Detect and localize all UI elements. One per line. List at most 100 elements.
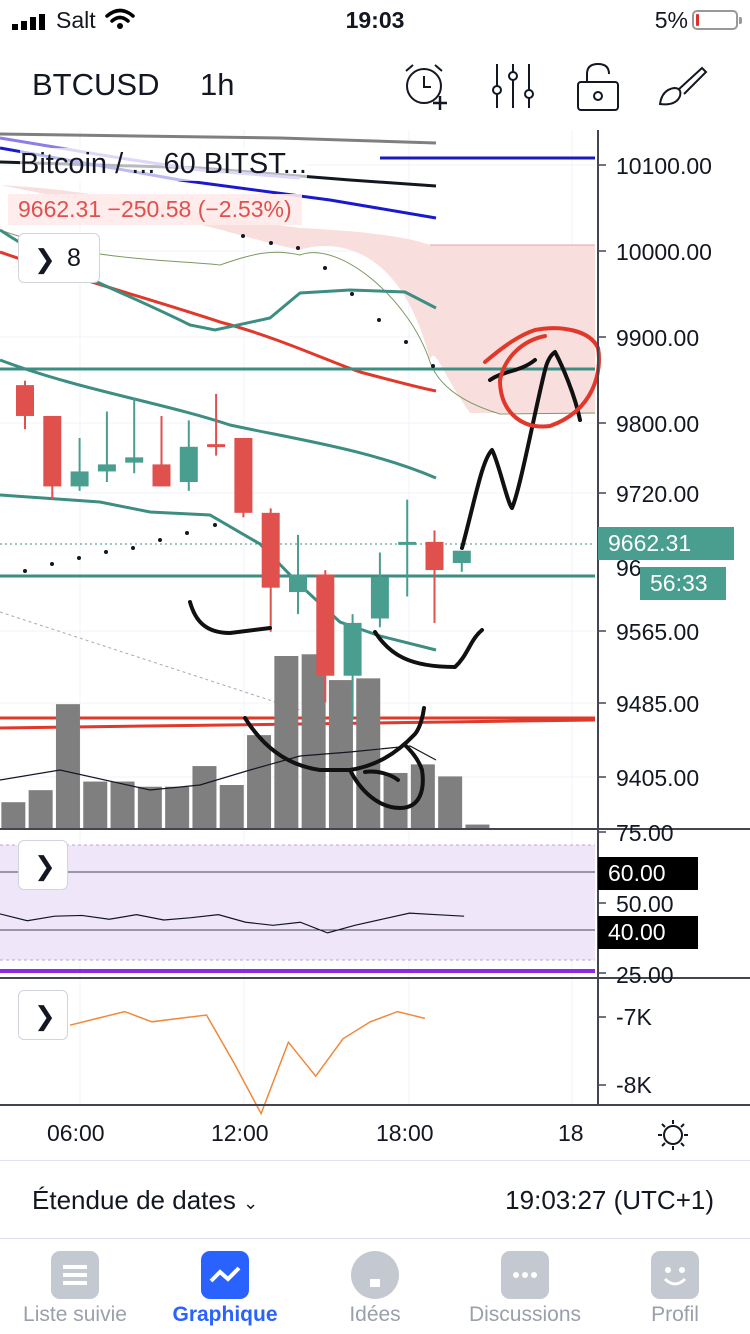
price-label: 10000.00 — [616, 239, 712, 265]
candle-body — [125, 457, 144, 463]
volume-bar — [383, 772, 408, 828]
settings-gear-icon[interactable] — [663, 1125, 683, 1145]
tab-ideas[interactable]: Idées — [300, 1239, 450, 1334]
chat-bubble-icon — [501, 1251, 549, 1299]
bb-mid-line — [0, 358, 437, 480]
volume-bar — [55, 704, 80, 828]
date-range-bar: Étendue de dates ⌄ 19:03:27 (UTC+1) — [0, 1160, 750, 1238]
obv-pane-toggle[interactable]: ❯ — [18, 990, 68, 1040]
chevron-down-icon: ⌄ — [243, 1193, 259, 1213]
obv-line — [69, 1010, 426, 1116]
cellular-signal-icon — [12, 14, 45, 30]
smiley-icon — [651, 1251, 699, 1299]
last-price-tag: 9662.31 — [598, 527, 734, 560]
ma-gray-line — [0, 132, 437, 145]
volume-bar — [274, 656, 299, 828]
rsi-lower-tag: 40.00 — [598, 916, 698, 949]
rsi-axis-label: 50.00 — [616, 891, 674, 917]
candle-body — [43, 415, 62, 487]
sar-dot — [77, 556, 81, 560]
price-axis-ticks — [598, 164, 606, 1086]
sar-dot — [104, 550, 108, 554]
cloud-bottom-line — [0, 229, 596, 415]
drawing-brush-icon[interactable] — [656, 60, 708, 112]
alarm-add-icon[interactable] — [400, 60, 452, 112]
candle-body — [97, 464, 116, 472]
rsi-axis-label: 75.00 — [616, 820, 674, 846]
candle-body — [152, 464, 171, 487]
price-label: 9565.00 — [616, 619, 700, 645]
time-label: 18:00 — [376, 1120, 434, 1146]
sar-dot — [213, 523, 217, 527]
sar-dot — [158, 538, 162, 542]
sar-dot — [185, 531, 189, 535]
carrier-name: Salt — [56, 7, 96, 33]
sar-dot — [431, 364, 435, 368]
parabolic-sar-dots — [23, 234, 435, 573]
chevron-right-icon: ❯ — [34, 851, 56, 881]
tab-label: Discussions — [468, 1303, 582, 1326]
date-range-label: Étendue de dates — [32, 1185, 236, 1215]
candle-body — [289, 574, 307, 593]
candle-body — [234, 437, 253, 513]
timezone-clock[interactable]: 19:03:27 (UTC+1) — [505, 1185, 714, 1215]
volume-bar — [137, 786, 162, 828]
chevron-right-icon: ❯ — [34, 1001, 56, 1031]
chart-icon — [201, 1251, 249, 1299]
indicators-toggle-button[interactable]: ❯ 8 — [18, 233, 100, 283]
tab-watchlist[interactable]: Liste suivie — [0, 1239, 150, 1334]
price-label: 9900.00 — [616, 325, 700, 351]
bar-countdown-tag: 56:33 — [640, 567, 726, 600]
time-label: 18 — [558, 1120, 584, 1146]
price-label: 10100.00 — [616, 153, 712, 179]
gray-dashed-trendline — [0, 611, 301, 711]
sar-dot — [350, 292, 354, 296]
volume-bar — [1, 802, 26, 828]
sar-dot — [377, 318, 381, 322]
bottom-tab-bar: Liste suivie Graphique Idées Discussions… — [0, 1238, 750, 1334]
legend-price: 9662.31 −250.58 (−2.53%) — [8, 194, 302, 225]
chevron-right-icon: ❯ — [34, 244, 56, 274]
settings-gear-teeth — [658, 1120, 688, 1150]
volume-bar — [328, 680, 353, 828]
candle-body — [16, 385, 34, 416]
tab-discussions[interactable]: Discussions — [450, 1239, 600, 1334]
clock: 19:03 — [345, 7, 405, 33]
lock-icon[interactable] — [572, 60, 624, 112]
sar-dot — [241, 234, 245, 238]
tab-profile[interactable]: Profil — [600, 1239, 750, 1334]
date-range-selector[interactable]: Étendue de dates ⌄ — [32, 1185, 258, 1216]
hand-drawings — [188, 326, 601, 810]
obv-axis-label: -8K — [616, 1072, 652, 1098]
tab-chart[interactable]: Graphique — [150, 1239, 300, 1334]
candle-body — [343, 622, 362, 676]
time-label: 06:00 — [47, 1120, 105, 1146]
candle-body — [316, 574, 335, 676]
indicators-icon[interactable] — [487, 60, 539, 112]
bb-lower-line — [0, 493, 437, 652]
chart-canvas[interactable] — [0, 130, 750, 1160]
sar-dot — [404, 340, 408, 344]
rsi-band — [0, 845, 595, 960]
volume-bar — [110, 781, 135, 828]
volume-bar — [192, 766, 217, 828]
time-label: 12:00 — [211, 1120, 269, 1146]
symbol-selector[interactable]: BTCUSD — [32, 67, 160, 102]
tab-label: Idées — [349, 1303, 401, 1326]
sar-dot — [23, 569, 27, 573]
interval-selector[interactable]: 1h — [200, 67, 235, 102]
ichimoku-cloud — [0, 130, 595, 413]
candle-body — [70, 471, 89, 487]
volume-bar — [247, 735, 272, 828]
price-label: 9800.00 — [616, 411, 700, 437]
volume-bar — [465, 824, 490, 828]
candle-body — [398, 541, 417, 545]
volume-bar — [438, 776, 463, 828]
candle-body — [179, 446, 198, 483]
chart-area[interactable]: Bitcoin / ... 60 BITST... 9662.31 −250.5… — [0, 130, 750, 1160]
sar-dot — [50, 562, 54, 566]
rsi-pane-toggle[interactable]: ❯ — [18, 840, 68, 890]
candle-body — [261, 512, 280, 588]
sar-dot — [296, 246, 300, 250]
legend-title[interactable]: Bitcoin / ... 60 BITST... — [20, 148, 307, 181]
